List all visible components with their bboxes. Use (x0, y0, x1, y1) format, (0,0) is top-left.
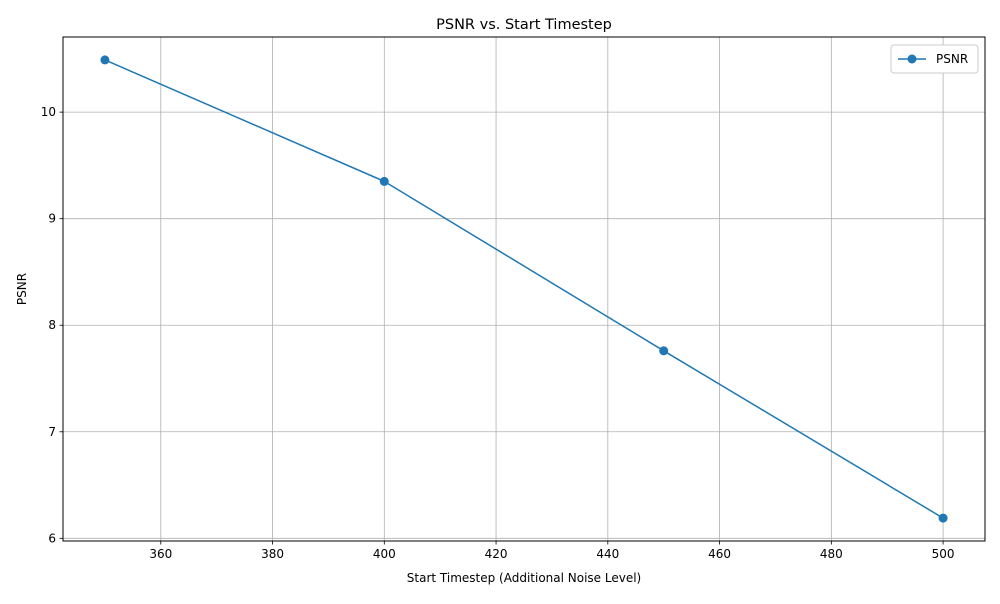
y-axis-label: PSNR (15, 273, 29, 305)
x-tick-label: 360 (149, 547, 172, 561)
y-tick-label: 10 (41, 105, 56, 119)
x-tick-label: 400 (373, 547, 396, 561)
data-point-psnr (379, 176, 389, 186)
legend-label-psnr: PSNR (936, 52, 968, 66)
legend: PSNR (890, 44, 979, 74)
grid (63, 37, 985, 541)
data-point-psnr (100, 55, 110, 65)
x-tick-label: 380 (261, 547, 284, 561)
x-tick-label: 460 (708, 547, 731, 561)
x-axis-ticks: 360 380 400 420 440 460 480 500 (149, 541, 955, 561)
data-point-psnr (659, 346, 669, 356)
x-tick-label: 420 (485, 547, 508, 561)
chart-title: PSNR vs. Start Timestep (436, 17, 612, 33)
x-tick-label: 500 (932, 547, 955, 561)
y-axis-ticks: 6 7 8 9 10 (41, 105, 63, 545)
legend-marker (907, 54, 917, 64)
series (100, 55, 948, 523)
x-tick-label: 480 (820, 547, 843, 561)
y-tick-label: 8 (48, 318, 56, 332)
data-point-psnr (938, 513, 948, 523)
x-tick-label: 440 (596, 547, 619, 561)
y-tick-label: 9 (48, 212, 56, 226)
plot-frame (62, 36, 986, 542)
x-axis-label: Start Timestep (Additional Noise Level) (407, 571, 641, 585)
y-tick-label: 6 (48, 531, 56, 545)
series-line-psnr (104, 59, 944, 519)
y-tick-label: 7 (48, 425, 56, 439)
legend-box (890, 44, 979, 74)
